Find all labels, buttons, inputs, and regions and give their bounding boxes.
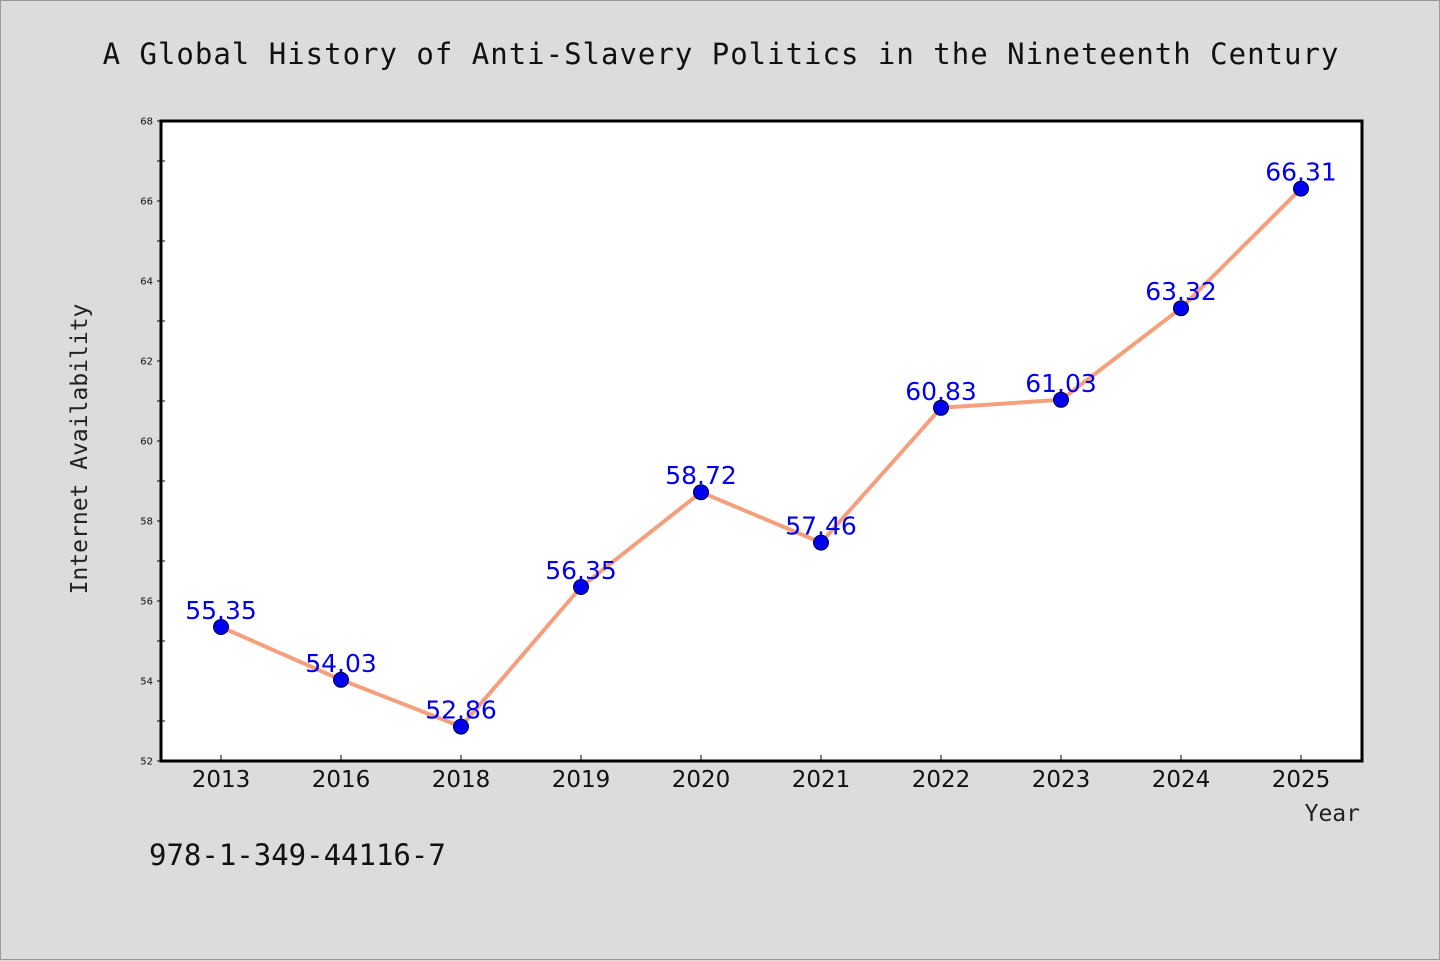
- y-tick-label: 56: [140, 597, 153, 608]
- y-tick-label: 58: [140, 517, 153, 528]
- y-tick-label: 60: [140, 437, 153, 448]
- data-label: 57.46: [785, 512, 857, 541]
- y-tick-label: 54: [140, 677, 153, 688]
- data-point: [333, 671, 349, 688]
- x-axis-title: Year: [1305, 801, 1360, 827]
- x-tick-label: 2018: [432, 767, 491, 793]
- data-point: [1173, 300, 1189, 317]
- x-tick-label: 2022: [912, 767, 971, 793]
- data-label: 63.32: [1145, 277, 1217, 306]
- x-tick-label: 2016: [312, 767, 371, 793]
- y-tick-label: 68: [140, 117, 153, 128]
- y-axis: 52 54 56 58 60 62 64 66 68: [140, 117, 165, 768]
- isbn-footer: 978-1-349-44116-7: [149, 838, 446, 872]
- data-label: 61.03: [1025, 369, 1097, 398]
- data-label: 54.03: [305, 649, 377, 678]
- data-point: [573, 579, 589, 595]
- x-tick-label: 2023: [1032, 767, 1091, 793]
- data-point: [813, 534, 829, 551]
- data-label: 66.31: [1265, 158, 1337, 187]
- series-layer: [213, 180, 1309, 735]
- data-label-layer: 55.35 54.03 52.86 56.35 58.72 57.46 60.83 61.03…: [185, 158, 1337, 725]
- x-tick-label: 2024: [1152, 767, 1211, 793]
- y-axis-title: Internet Availability: [67, 304, 93, 595]
- data-label: 58.72: [665, 461, 737, 490]
- data-label: 55.35: [185, 596, 257, 625]
- chart-title: A Global History of Anti-Slavery Politic…: [103, 37, 1340, 71]
- y-tick-label: 62: [140, 357, 153, 368]
- x-tick-label: 2013: [192, 767, 251, 793]
- x-tick-label: 2021: [792, 767, 851, 793]
- y-tick-label: 66: [140, 197, 153, 208]
- data-label: 56.35: [545, 556, 617, 585]
- y-tick-label: 52: [140, 757, 153, 768]
- x-tick-label: 2025: [1272, 767, 1331, 793]
- y-tick-label: 64: [140, 277, 153, 288]
- data-point: [933, 399, 949, 416]
- data-point: [693, 484, 709, 501]
- plot-border: [159, 119, 1364, 763]
- plot-area: [161, 121, 1362, 761]
- data-label: 60.83: [905, 377, 977, 406]
- series-line: [219, 186, 1303, 729]
- x-axis: 2013 2016 2018 2019 2020 2021 2022 2023 2024 2025: [192, 755, 1331, 793]
- data-point: [1293, 180, 1309, 197]
- x-tick-label: 2020: [672, 767, 731, 793]
- data-point: [453, 718, 469, 735]
- data-label: 52.86: [425, 696, 497, 725]
- data-point: [1053, 391, 1069, 408]
- data-point: [213, 619, 229, 635]
- x-tick-label: 2019: [552, 767, 611, 793]
